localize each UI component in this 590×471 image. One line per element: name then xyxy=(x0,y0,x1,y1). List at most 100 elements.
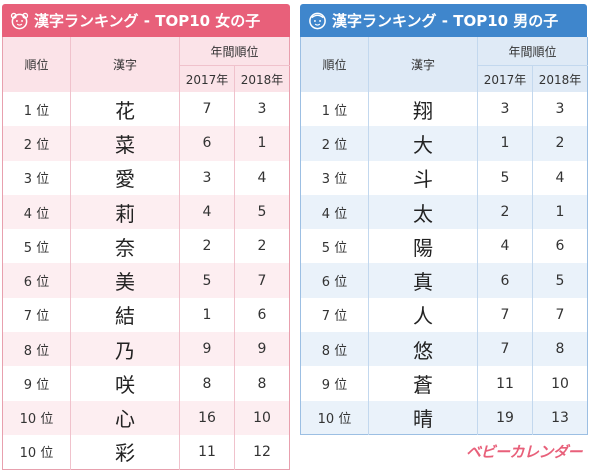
rank-cell: 4 位 xyxy=(2,194,71,230)
year-2017-cell: 11 xyxy=(179,434,235,470)
kanji-cell: 愛 xyxy=(70,160,180,195)
kanji-cell: 彩 xyxy=(70,434,180,470)
kanji-cell: 陽 xyxy=(368,229,478,264)
year-2018-cell: 1 xyxy=(555,204,565,221)
year-2018-header: 2018年 xyxy=(532,65,588,92)
kanji-column-header: 漢字 xyxy=(70,37,180,92)
year-2017-cell: 8 xyxy=(179,366,235,401)
kanji-cell: 結 xyxy=(70,297,180,333)
rank-cell: 6 位 xyxy=(300,263,369,298)
boys-panel-title: 漢字ランキング - TOP10 男の子 xyxy=(332,12,559,30)
kanji-cell: 咲 xyxy=(70,366,180,401)
rank-column-header: 順位 xyxy=(300,37,369,92)
year-2017-cell: 5 xyxy=(179,263,235,298)
year-2018-cell: 5 xyxy=(257,204,267,221)
kanji-cell: 晴 xyxy=(368,400,478,435)
girls-panel-header: 漢字ランキング - TOP10 女の子 xyxy=(2,4,290,37)
year-2018-header: 2018年 xyxy=(234,65,290,92)
year-2018-cell: 1 xyxy=(257,135,267,152)
year-2017-cell: 19 xyxy=(477,400,533,435)
year-2018-cell: 10 xyxy=(551,375,569,392)
kanji-cell: 斗 xyxy=(368,160,478,195)
year-2017-header: 2017年 xyxy=(477,65,533,92)
boy-face-icon xyxy=(309,12,326,30)
rank-cell: 8 位 xyxy=(300,332,369,367)
kanji-cell: 乃 xyxy=(70,332,180,367)
year-2018-cell: 5 xyxy=(555,272,565,289)
boys-panel-header: 漢字ランキング - TOP10 男の子 xyxy=(300,4,587,37)
rank-cell: 8 位 xyxy=(2,332,71,367)
rank-cell: 10 位 xyxy=(2,400,71,435)
table-row: 10 位心 16 10 xyxy=(2,400,290,435)
kanji-cell: 花 xyxy=(70,92,180,127)
year-2017-cell: 3 xyxy=(477,92,533,127)
year-2017-cell: 11 xyxy=(477,366,533,401)
year-2018-cell: 4 xyxy=(555,169,565,186)
rank-cell: 9 位 xyxy=(300,366,369,401)
kanji-cell: 心 xyxy=(70,400,180,435)
year-2017-cell: 4 xyxy=(179,194,235,230)
year-2018-cell: 6 xyxy=(257,306,267,323)
year-2018-cell: 7 xyxy=(555,306,565,323)
table-row: 10 位彩 11 12 xyxy=(2,434,290,470)
rank-column-header: 順位 xyxy=(2,37,71,92)
kanji-cell: 莉 xyxy=(70,194,180,230)
year-2017-cell: 6 xyxy=(477,263,533,298)
girls-ranking-panel: 漢字ランキング - TOP10 女の子 順位 漢字 年間順位 2017年 201… xyxy=(2,4,291,470)
table-row: 10 位晴 19 13 xyxy=(300,400,588,435)
year-2017-cell: 16 xyxy=(179,400,235,435)
year-2018-cell: 8 xyxy=(257,375,267,392)
rank-cell: 7 位 xyxy=(300,297,369,333)
rank-cell: 4 位 xyxy=(300,194,369,230)
year-2018-cell: 6 xyxy=(555,238,565,255)
girl-face-icon xyxy=(10,12,29,30)
rank-cell: 10 位 xyxy=(2,434,71,470)
rank-cell: 5 位 xyxy=(300,229,369,264)
year-2018-cell: 8 xyxy=(555,341,565,358)
year-2017-cell: 2 xyxy=(477,194,533,230)
rank-cell: 9 位 xyxy=(2,366,71,401)
year-2018-cell: 13 xyxy=(551,409,569,426)
boys-ranking-panel: 漢字ランキング - TOP10 男の子 順位 漢字 年間順位 2017年 201… xyxy=(300,4,589,436)
kanji-cell: 悠 xyxy=(368,332,478,367)
kanji-cell: 真 xyxy=(368,263,478,298)
year-2017-cell: 9 xyxy=(179,332,235,367)
year-2018-cell: 2 xyxy=(257,238,267,255)
baby-calendar-logo: ベビーカレンダー xyxy=(466,442,583,461)
rank-cell: 3 位 xyxy=(2,160,71,195)
table-row: 9 位蒼 11 10 xyxy=(300,366,588,401)
year-2018-cell: 3 xyxy=(555,101,565,118)
year-2018-cell: 7 xyxy=(257,272,267,289)
kanji-cell: 蒼 xyxy=(368,366,478,401)
kanji-column-header: 漢字 xyxy=(368,37,478,92)
annual-rank-group-header: 年間順位 xyxy=(179,37,290,66)
year-2018-cell: 12 xyxy=(253,443,271,460)
rank-cell: 2 位 xyxy=(300,126,369,161)
year-2017-cell: 6 xyxy=(179,126,235,161)
year-2018-cell: 4 xyxy=(257,169,267,186)
year-2018-cell: 2 xyxy=(555,135,565,152)
year-2018-cell: 9 xyxy=(257,341,267,358)
rank-cell: 1 位 xyxy=(300,92,369,127)
year-2017-cell: 4 xyxy=(477,229,533,264)
year-2017-cell: 7 xyxy=(179,92,235,127)
year-2017-cell: 1 xyxy=(477,126,533,161)
kanji-cell: 美 xyxy=(70,263,180,298)
girls-panel-title: 漢字ランキング - TOP10 女の子 xyxy=(34,12,261,30)
